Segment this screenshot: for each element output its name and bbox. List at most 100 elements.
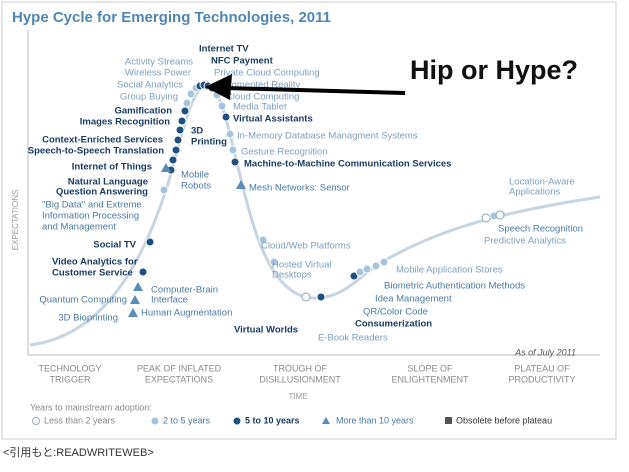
label: 3D [191, 126, 203, 137]
label: Wireless Power [125, 68, 191, 79]
legend-title: Years to mainstream adoption: [30, 402, 152, 412]
legend: Years to mainstream adoption: Less than … [30, 402, 552, 425]
marker [180, 106, 190, 116]
label: Quantum Computing [39, 295, 127, 306]
label: Applications [509, 187, 560, 198]
overlay-text: Hip or Hype? [410, 55, 578, 85]
legend-marker [32, 417, 40, 425]
legend-item: More than 10 years [336, 415, 414, 425]
label: Biometric Authentication Methods [384, 281, 525, 292]
legend-item: 5 to 10 years [245, 415, 300, 425]
label: Media Tablet [233, 102, 287, 113]
phase: TECHNOLOGY [38, 363, 101, 373]
label: Interface [151, 295, 188, 306]
marker [371, 261, 381, 271]
marker [168, 155, 178, 165]
label: Location-Aware [509, 177, 575, 188]
phase: PRODUCTIVITY [508, 374, 575, 384]
label: E-Book Readers [318, 333, 388, 344]
phase: PEAK OF INFLATED [137, 363, 222, 373]
marker [130, 295, 140, 304]
marker [173, 135, 183, 145]
marker [171, 145, 181, 155]
arrow-head [205, 74, 232, 100]
label: Desktops [272, 270, 312, 281]
y-axis-label: EXPECTATIONS [11, 190, 20, 251]
label: Natural Language [68, 177, 148, 188]
marker [221, 112, 231, 122]
legend-item: 2 to 5 years [163, 415, 211, 425]
marker [177, 116, 187, 126]
phase: PLATEAU OF [514, 363, 570, 373]
marker [128, 308, 138, 317]
marker [225, 129, 235, 139]
label: and Management [42, 222, 116, 233]
label: Context-Enriched Services [42, 135, 163, 146]
label: Customer Service [52, 268, 133, 279]
label: "Big Data" and Extreme [42, 200, 142, 211]
arrow [224, 86, 406, 95]
caption: <引用もと:READWRITEWEB> [3, 445, 154, 459]
phase: SLOPE OF [407, 363, 453, 373]
marker [175, 125, 185, 135]
as-of: As of July 2011 [514, 347, 576, 357]
marker [362, 264, 372, 274]
marker [316, 292, 326, 302]
marker [481, 213, 491, 223]
legend-item: Less than 2 years [44, 415, 116, 425]
x-axis-label: TIME [288, 392, 307, 401]
label: Computer-Brain [151, 285, 218, 296]
label: Internet of Things [72, 162, 152, 173]
phase: TROUGH OF [273, 363, 327, 373]
label: Information Processing [42, 211, 139, 222]
marker [159, 185, 169, 195]
label: In-Memory Database Managment Systems [237, 131, 418, 142]
label: Private Cloud Computing [214, 68, 320, 79]
label: Robots [181, 181, 211, 192]
label: Activity Streams [125, 57, 193, 68]
curve [29, 83, 601, 347]
phases: TECHNOLOGY TRIGGER PEAK OF INFLATED EXPE… [38, 363, 575, 384]
label: Video Analytics for [52, 257, 138, 268]
frame [1, 1, 617, 440]
legend-item: Obsolete before plateau [456, 415, 552, 425]
label: Mobile Application Stores [396, 265, 503, 276]
marker [138, 267, 148, 277]
marker [230, 157, 240, 167]
label: Printing [191, 137, 227, 148]
label: Gesture Recognition [241, 147, 328, 158]
marker [258, 235, 268, 245]
phase: ENLIGHTENMENT [391, 374, 469, 384]
label: Virtual Assistants [233, 114, 313, 125]
label: Social TV [93, 240, 136, 251]
title: Hype Cycle for Emerging Technologies, 20… [12, 9, 331, 26]
legend-marker [322, 417, 330, 424]
label: Augmented Reality [220, 80, 301, 91]
marker [145, 237, 155, 247]
marker [161, 163, 171, 172]
label: Mobile [181, 170, 209, 181]
marker [186, 89, 196, 99]
label: Question Answering [56, 187, 148, 198]
phase: TRIGGER [49, 374, 91, 384]
marker [301, 292, 311, 302]
label: Group Buying [120, 92, 178, 103]
label: 3D Bioprinting [58, 313, 118, 324]
label: Machine-to-Machine Communication Service… [244, 159, 451, 170]
label: Social Analytics [117, 80, 183, 91]
label: Consumerization [355, 319, 432, 330]
legend-marker [233, 417, 241, 425]
labels: Activity Streams Wireless Power Social A… [28, 44, 583, 344]
label: Predictive Analytics [484, 236, 566, 247]
label: Speech-to-Speech Translation [28, 146, 164, 157]
label: Speech Recognition [498, 224, 583, 235]
phase: EXPECTATIONS [145, 374, 213, 384]
legend-marker [151, 417, 159, 425]
label: Gamification [114, 106, 172, 117]
marker [133, 282, 143, 291]
marker [379, 257, 389, 267]
marker [182, 98, 192, 108]
marker [236, 180, 246, 189]
markers [128, 80, 505, 317]
